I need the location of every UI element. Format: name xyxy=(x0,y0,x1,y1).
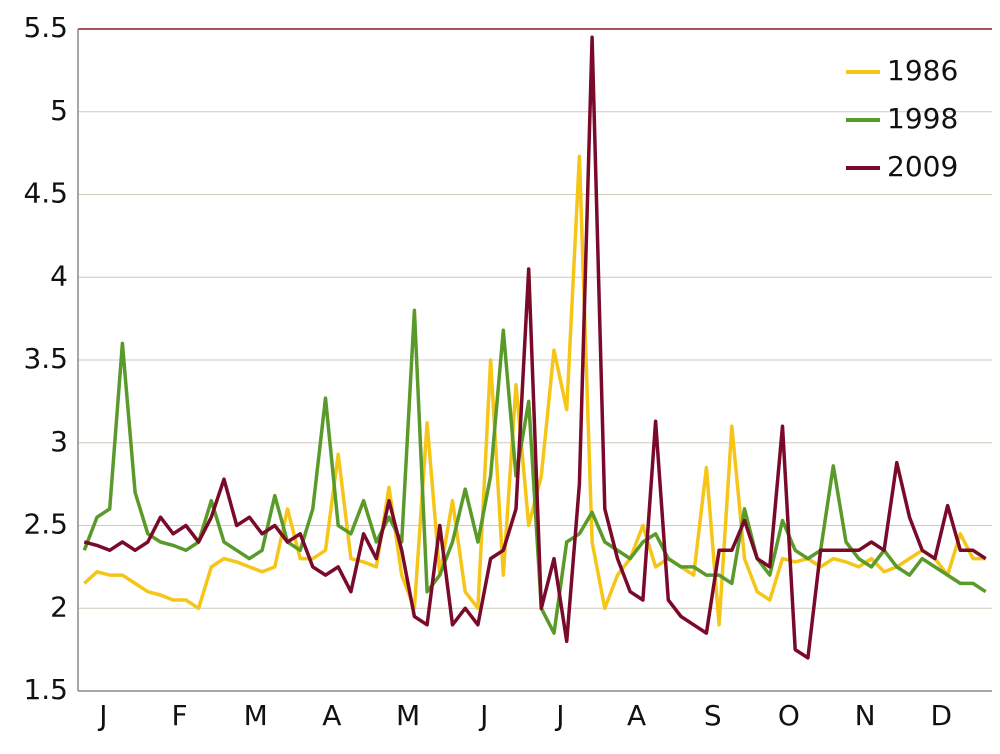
x-tick-label: M xyxy=(244,699,268,732)
legend-label: 1986 xyxy=(887,54,958,87)
x-tick-label: M xyxy=(396,699,420,732)
y-tick-label: 4.5 xyxy=(23,177,68,210)
y-tick-label: 2.5 xyxy=(23,508,68,541)
y-tick-label: 3.5 xyxy=(23,342,68,375)
y-tick-label: 5.5 xyxy=(23,11,68,44)
x-tick-label: J xyxy=(554,699,564,732)
data-line xyxy=(82,308,987,635)
x-tick-label: O xyxy=(778,699,800,732)
x-tick-label: F xyxy=(172,699,188,732)
x-tick-label: D xyxy=(930,699,952,732)
y-tick-label: 4 xyxy=(50,259,68,292)
x-tick-label: N xyxy=(855,699,876,732)
x-tick-label: A xyxy=(627,699,646,732)
legend-label: 2009 xyxy=(887,150,958,183)
data-line xyxy=(83,35,987,660)
legend-label: 1998 xyxy=(887,102,958,135)
y-tick-label: 5 xyxy=(50,94,68,127)
y-tick-label: 1.5 xyxy=(23,673,68,706)
y-tick-label: 3 xyxy=(50,425,68,458)
x-tick-label: J xyxy=(97,699,107,732)
x-tick-label: J xyxy=(478,699,488,732)
x-tick-label: A xyxy=(322,699,341,732)
x-tick-label: S xyxy=(704,699,722,732)
y-tick-label: 2 xyxy=(50,590,68,623)
